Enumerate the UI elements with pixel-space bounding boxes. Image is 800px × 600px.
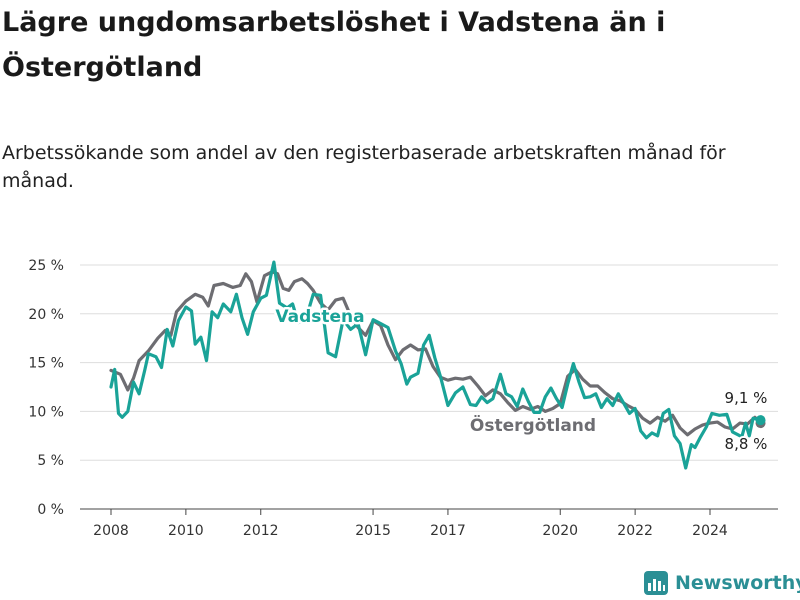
series-line-vadstena <box>109 260 763 470</box>
y-tick-label: 15 % <box>28 356 64 372</box>
x-tick-label: 2015 <box>355 523 391 539</box>
logo-text: Newsworthy <box>675 572 800 594</box>
y-tick-label: 0 % <box>37 502 64 518</box>
y-tick-label: 20 % <box>28 307 64 323</box>
bar-chart-icon <box>644 571 668 595</box>
x-tick-label: 2012 <box>243 523 279 539</box>
series-label-halo: Vadstena <box>275 307 364 327</box>
end-value-label-vadstena: 9,1 % <box>725 389 768 407</box>
chart-title: Lägre ungdomsarbetslöshet i Vadstena än … <box>2 7 666 83</box>
x-tick-label: 2010 <box>168 523 204 539</box>
x-tick-label: 2022 <box>617 523 653 539</box>
x-tick-label: 2024 <box>692 523 728 539</box>
series-label-halo: Östergötland <box>470 414 596 436</box>
y-tick-label: 25 % <box>28 258 64 274</box>
x-tick-label: 2017 <box>430 523 466 539</box>
end-value-halo: 9,1 % <box>725 389 768 407</box>
series-labels: VadstenaVadstenaÖstergötlandÖstergötland… <box>273 305 770 456</box>
series-label-vadstena: Vadstena <box>275 307 364 327</box>
y-axis: 0 % 5 % 10 % 15 % 20 % 25 % <box>28 258 64 518</box>
end-value-label--sterg-tland: 8,8 % <box>725 435 768 453</box>
x-axis: 2008 2010 2012 2015 2017 2020 2022 2024 <box>93 509 728 539</box>
gridlines <box>80 264 778 510</box>
y-tick-label: 5 % <box>37 453 64 469</box>
x-tick-label: 2020 <box>542 523 578 539</box>
y-tick-label: 10 % <box>28 404 64 420</box>
series-lines <box>109 260 766 470</box>
x-tick-label: 2008 <box>93 523 129 539</box>
end-point-vadstena <box>755 415 766 426</box>
newsworthy-logo: Newsworthy <box>644 568 800 598</box>
end-value-halo: 8,8 % <box>725 435 768 453</box>
series-label--sterg-tland: Östergötland <box>470 414 596 436</box>
chart-subtitle: Arbetssökande som andel av den registerb… <box>2 142 726 192</box>
series-line--sterg-tland <box>109 270 763 437</box>
